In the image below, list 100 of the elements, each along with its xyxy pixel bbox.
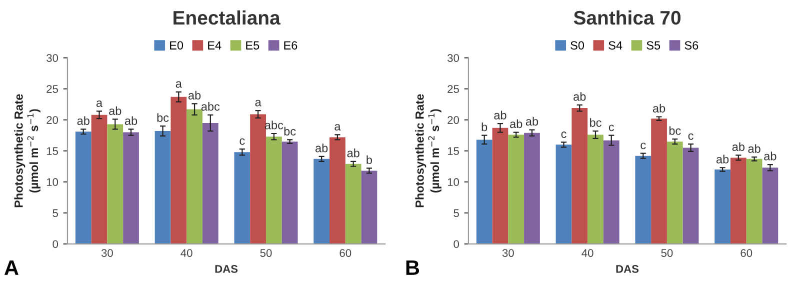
legend-label: S0 [570,41,584,50]
data-label: ab [764,152,776,160]
legend-label: S4 [608,41,622,50]
x-tick-label: 50 [260,249,272,257]
y-tick-label: 15 [448,147,459,156]
bar [714,169,730,244]
x-tick-label: 30 [502,249,514,257]
y-tick-label: 20 [448,116,459,124]
bar [556,144,572,244]
x-tick-label: 40 [582,249,594,257]
data-label: ab [188,90,201,100]
x-tick-label: 30 [101,249,113,257]
y-axis-title: Photosynthetic Rate (µmol m$^{−2}$ s$^{−1}$) [14,94,40,208]
bar [762,168,778,244]
y-tick-label: 5 [52,209,58,218]
data-label: ab [716,154,729,164]
bar [314,158,330,244]
bar [266,136,282,244]
y-tick-label: 0 [52,240,58,248]
bar [730,158,746,244]
data-label: ab [652,104,666,113]
data-label: bc [284,126,296,136]
data-label: c [561,132,566,138]
bar [492,128,508,244]
bar [154,131,171,244]
bar [202,122,218,244]
y-axis-title: Photosynthetic Rate (µmol m$^{−2}$ s$^{−1}$) [415,94,442,208]
data-label: ab [510,119,522,128]
legend-label: E6 [284,41,298,50]
data-label: abc [201,102,220,111]
y-tick-label: 10 [448,178,459,186]
data-label: ab [77,116,90,125]
bar [588,134,604,244]
y-tick-label: 25 [448,85,459,93]
data-label: c [608,124,614,132]
data-label: ab [124,116,138,125]
bar [682,148,699,244]
y-tick-label: 15 [46,147,58,156]
data-label: a [255,100,262,106]
x-tick-label: 40 [180,249,192,257]
data-label: ab [732,142,744,152]
data-label: a [334,124,341,131]
bar [746,158,762,244]
legend-label: E0 [170,41,184,50]
data-label: ab [347,148,360,158]
data-label: ab [494,110,506,120]
chart-title: Santhica 70 [574,10,681,25]
data-label: ab [526,116,538,126]
data-label: c [640,142,646,150]
x-axis-title: DAS [215,265,238,273]
bar [107,124,124,244]
data-label: ab [574,92,586,101]
legend-label: E5 [246,41,260,50]
y-tick-label: 30 [448,54,459,62]
bar [170,96,187,244]
y-tick-label: 25 [46,85,58,93]
bar [345,164,362,244]
data-label: a [176,81,182,88]
legend-label: E4 [208,41,222,50]
bar [508,134,524,244]
bar [666,142,683,244]
bar [572,108,588,244]
bar [250,114,266,244]
bar [330,137,346,244]
y-tick-label: 30 [46,54,58,62]
bar [603,140,620,244]
y-tick-label: 5 [454,209,459,218]
data-label: bc [590,118,602,127]
legend-label: S5 [646,41,660,50]
y-tick-label: 20 [46,116,58,124]
data-label: ab [316,144,328,152]
y-tick-label: 0 [454,240,459,248]
data-label: b [482,122,488,132]
x-axis-title: DAS [616,265,639,273]
chart-title: Enectaliana [174,10,280,25]
text: A [4,260,18,275]
legend-label: S6 [684,41,698,50]
bar [75,132,92,244]
text: B [406,260,420,275]
y-tick-label: 10 [46,178,58,186]
data-label: a [96,100,103,107]
data-label: c [688,133,694,140]
bar [282,142,298,244]
bar [91,114,108,244]
data-label: b [366,155,372,164]
data-label: bc [157,113,169,122]
bar [123,132,139,244]
bar [524,132,540,244]
data-label: ab [748,144,760,153]
bar [476,140,492,244]
bar [186,109,202,244]
bar [651,118,667,244]
bar [361,170,378,244]
data-label: c [240,138,245,145]
data-label: bc [669,126,681,135]
x-tick-label: 60 [740,249,752,257]
bar [635,156,652,244]
data-label: ab [109,106,122,116]
x-tick-label: 50 [661,249,673,257]
x-tick-label: 60 [340,249,352,257]
